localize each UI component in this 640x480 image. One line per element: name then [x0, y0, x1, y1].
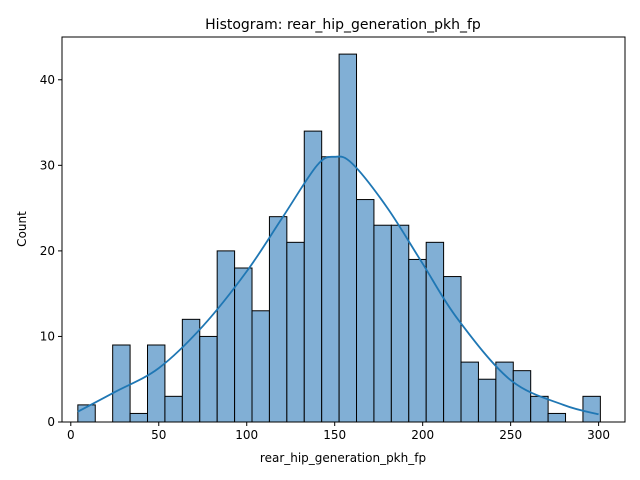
x-tick-label: 150 — [323, 428, 346, 442]
y-tick-label: 20 — [40, 244, 55, 258]
histogram-bar — [460, 361, 479, 423]
histogram-bar — [495, 361, 514, 423]
histogram-bar — [530, 395, 549, 423]
histogram-bar — [356, 199, 375, 423]
histogram-bar — [147, 344, 166, 423]
chart-title: Histogram: rear_hip_generation_pkh_fp — [205, 17, 481, 33]
y-tick-label: 0 — [47, 415, 55, 429]
bars-group — [77, 53, 601, 423]
histogram-bar — [181, 318, 201, 423]
histogram-bar — [390, 224, 410, 423]
histogram-bar — [268, 216, 288, 423]
histogram-bar — [582, 395, 601, 423]
x-tick-label: 0 — [67, 428, 75, 442]
x-tick-label: 200 — [411, 428, 434, 442]
histogram-bar — [234, 267, 253, 423]
histogram-bar — [286, 241, 305, 423]
histogram-bar — [129, 412, 149, 423]
histogram-bar — [373, 224, 392, 423]
histogram-bar — [512, 370, 532, 423]
y-tick-label: 30 — [40, 158, 55, 172]
x-tick-label: 250 — [499, 428, 522, 442]
x-tick-label: 100 — [235, 428, 258, 442]
y-axis-label: Count — [15, 211, 29, 247]
x-axis-label: rear_hip_generation_pkh_fp — [260, 451, 426, 465]
histogram-bar — [443, 276, 462, 423]
histogram-bar — [477, 378, 497, 423]
x-tick-label: 300 — [587, 428, 610, 442]
histogram-bar — [112, 344, 131, 423]
histogram-bar — [164, 395, 183, 423]
y-axis-ticks: 0 10 20 30 40 — [40, 73, 62, 429]
y-tick-label: 10 — [40, 329, 55, 343]
histogram-bar — [303, 130, 323, 423]
histogram-bar — [321, 156, 340, 423]
histogram-bar — [547, 412, 567, 423]
histogram-bar — [251, 310, 270, 423]
y-tick-label: 40 — [40, 73, 55, 87]
histogram-bar — [338, 53, 358, 423]
kde-curve — [77, 155, 599, 416]
histogram-bar — [425, 241, 445, 423]
plot-frame — [61, 36, 626, 423]
x-tick-label: 50 — [151, 428, 166, 442]
histogram-bar — [199, 335, 218, 423]
histogram-bar — [216, 250, 236, 423]
x-axis-ticks: 0 50 100 150 200 250 300 — [67, 422, 610, 442]
histogram-bar — [408, 258, 427, 423]
